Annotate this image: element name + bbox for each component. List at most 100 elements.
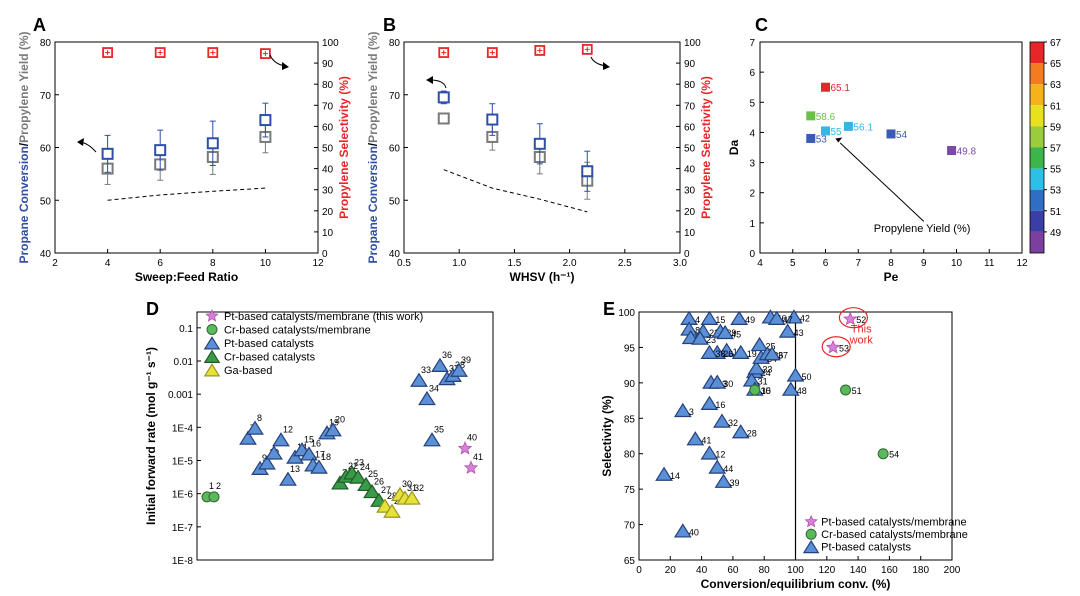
panel-letter-d: D [146,299,159,319]
y-left-label-part: / [17,142,31,146]
x-tick-label: 20 [665,565,677,576]
point-number-label: 17 [315,450,325,460]
point-number-label: 43 [794,328,804,338]
y-tick-label: 1E-4 [172,423,194,434]
point-number-label: 30 [723,379,733,389]
yield-point [947,146,957,156]
colorbar-tick-label: 63 [1050,80,1062,91]
x-tick-label: 4 [105,258,111,269]
x-tick-label: 140 [850,565,867,576]
point-number-label: 24 [360,462,370,472]
y-right-tick-label: 20 [322,207,334,218]
point-number-label: 26 [723,349,733,359]
y-right-tick-label: 60 [322,122,334,133]
point-number-label: 48 [797,386,807,396]
y-tick-label: 0.1 [179,324,193,335]
yield-point-label: 49.8 [957,147,977,158]
pt-point [686,431,705,446]
yield-point [806,133,816,143]
right-axis-arrow-head [603,62,610,70]
y-right-tick-label: 0 [684,249,690,260]
y-tick-label: 90 [624,379,636,390]
point-number-label: 51 [852,386,862,396]
pt-point [673,402,692,418]
y-right-tick-label: 20 [684,207,696,218]
point-number-label: 20 [335,415,345,425]
point-number-label: 38 [715,349,725,359]
pt-point [708,459,727,474]
x-tick-label: 120 [818,565,835,576]
pt-point [708,374,727,389]
cr-membrane-point [840,384,852,396]
pt-point [431,357,449,372]
colorbar-segment [1030,84,1044,106]
pt-point [258,455,276,470]
pt-membrane-point [843,311,858,326]
point-number-label: 19 [329,418,339,428]
y-right-tick-label: 90 [684,59,696,70]
plot-frame [54,41,319,254]
point-number-label: 54 [889,450,899,460]
point-number-label: 31 [407,483,417,493]
point-number-label: 45 [731,329,741,339]
equilibrium-dashed-line [107,187,266,201]
colorbar-tick-label: 61 [1050,101,1062,112]
point-number-label: 33 [421,365,431,375]
x-tick-label: 1.0 [452,258,466,269]
y-right-tick-label: 10 [322,228,334,239]
point-number-label: 30 [402,479,412,489]
yield-point [437,112,450,125]
legend-label: Pt-based catalysts [821,542,911,554]
legend-marker [805,528,817,540]
point-number-label: 39 [730,478,740,488]
pt-point [750,336,769,352]
y-left-tick-label: 70 [389,91,401,102]
point-number-label: 29 [726,328,736,338]
right-axis-arrow-head [282,62,289,70]
y-left-tick-label: 60 [389,144,401,155]
point-number-label: 4 [695,315,700,325]
legend-marker [206,324,218,335]
pt-point [767,310,786,325]
point-number-label: 32 [414,483,424,493]
y-tick-label: 6 [749,68,755,79]
panel-letter-e: E [603,299,615,319]
y-tick-label: 0.01 [174,357,194,368]
cr-point [363,483,381,499]
pt-point [310,459,328,474]
cr-membrane-point [208,491,220,503]
pt-point [731,344,750,359]
y-right-tick-label: 30 [322,186,334,197]
y-right-tick-label: 40 [684,165,696,176]
point-number-label: 13 [290,464,300,474]
panel-d: 0.1 0.01 0.001 1E-4 1E-5 1E-6 1E-7 1E-8 Initial … [144,308,494,567]
legend-label: Pt-based catalysts [224,338,314,350]
yield-point-label: 56.1 [853,122,873,133]
y-right-tick-label: 50 [684,144,696,155]
point-number-label: 36 [442,350,452,360]
this-work-label: This [851,324,872,336]
x-tick-label: 6 [157,258,163,269]
colorbar-segment [1030,42,1044,64]
y-right-tick-label: 0 [322,249,328,260]
x-tick-label: 3.0 [673,258,687,269]
this-work-label: work [849,335,874,347]
x-tick-label: 4 [757,258,763,269]
panel-letter-c: C [755,15,768,35]
y-tick-label: 0.001 [168,390,193,401]
point-number-label: 37 [449,363,459,373]
y-right-tick-label: 100 [684,38,701,49]
pt-point [239,430,257,445]
x-tick-label: 2.0 [563,258,577,269]
conversion-point [206,137,219,150]
cr-point [349,469,367,484]
y-left-label-part: Propane Conversion [366,146,380,263]
pt-point [717,342,736,357]
y-left-label-part: Propylene Yield (%) [17,31,31,142]
pt-point [418,390,436,406]
pt-point [286,449,304,464]
y-tick-label: 80 [624,450,636,461]
y-tick-label: 85 [624,414,636,425]
y-left-tick-label: 80 [40,38,52,49]
y-right-tick-label: 70 [684,101,696,112]
